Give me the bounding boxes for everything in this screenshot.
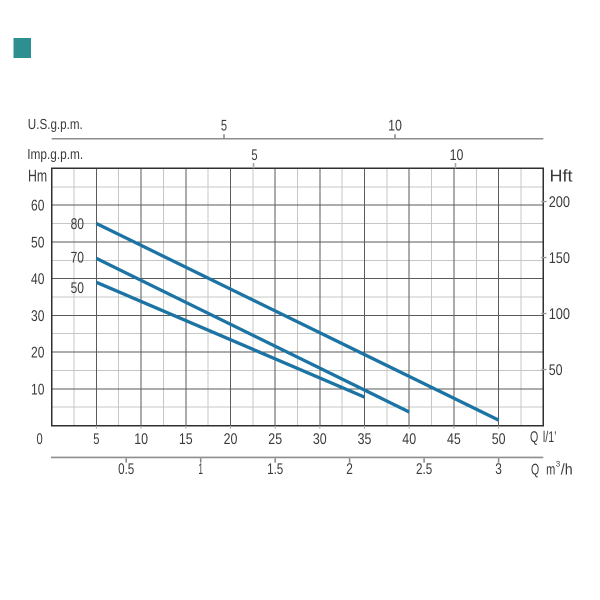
svg-text:30: 30 [313,431,327,448]
svg-text:0: 0 [37,431,43,448]
svg-text:2.5: 2.5 [416,461,432,478]
svg-text:Q: Q [531,461,539,478]
svg-text:50: 50 [549,362,563,379]
svg-text:20: 20 [31,345,45,362]
svg-text:1.5: 1.5 [267,461,283,478]
svg-text:m: m [546,461,555,478]
svg-text:2: 2 [346,461,353,478]
svg-text:200: 200 [549,194,571,211]
svg-text:70: 70 [71,249,85,266]
svg-text:60: 60 [31,198,45,215]
svg-text:U.S.g.p.m.: U.S.g.p.m. [28,117,83,133]
svg-text:35: 35 [358,431,372,448]
svg-text:50: 50 [71,280,85,297]
svg-text:150: 150 [549,250,571,267]
svg-text:10: 10 [388,118,402,135]
svg-text:10: 10 [450,147,464,164]
svg-text:Q: Q [530,429,538,446]
svg-text:5: 5 [221,118,227,135]
svg-text:3: 3 [495,461,502,478]
svg-text:20: 20 [224,431,238,448]
svg-text:15: 15 [179,431,193,448]
svg-text:5: 5 [251,147,257,164]
svg-text:50: 50 [492,431,506,448]
svg-text:100: 100 [549,306,571,323]
svg-text:0.5: 0.5 [118,461,134,478]
svg-text:40: 40 [31,271,45,288]
svg-text:Hm: Hm [28,167,47,186]
svg-text:3: 3 [556,460,561,469]
svg-text:45: 45 [447,431,461,448]
svg-text:Imp.g.p.m.: Imp.g.p.m. [27,147,83,163]
svg-text:80: 80 [71,216,85,233]
svg-text:25: 25 [268,431,282,448]
svg-text:30: 30 [31,308,45,325]
svg-text:10: 10 [31,381,45,398]
svg-text:5: 5 [93,431,99,448]
svg-text:Hft: Hft [550,167,573,186]
svg-text:50: 50 [31,234,45,251]
svg-text:l/1’: l/1’ [543,429,557,446]
svg-text:40: 40 [402,431,416,448]
svg-text:/h: /h [561,461,573,478]
svg-text:10: 10 [134,431,148,448]
svg-text:1: 1 [198,461,203,478]
